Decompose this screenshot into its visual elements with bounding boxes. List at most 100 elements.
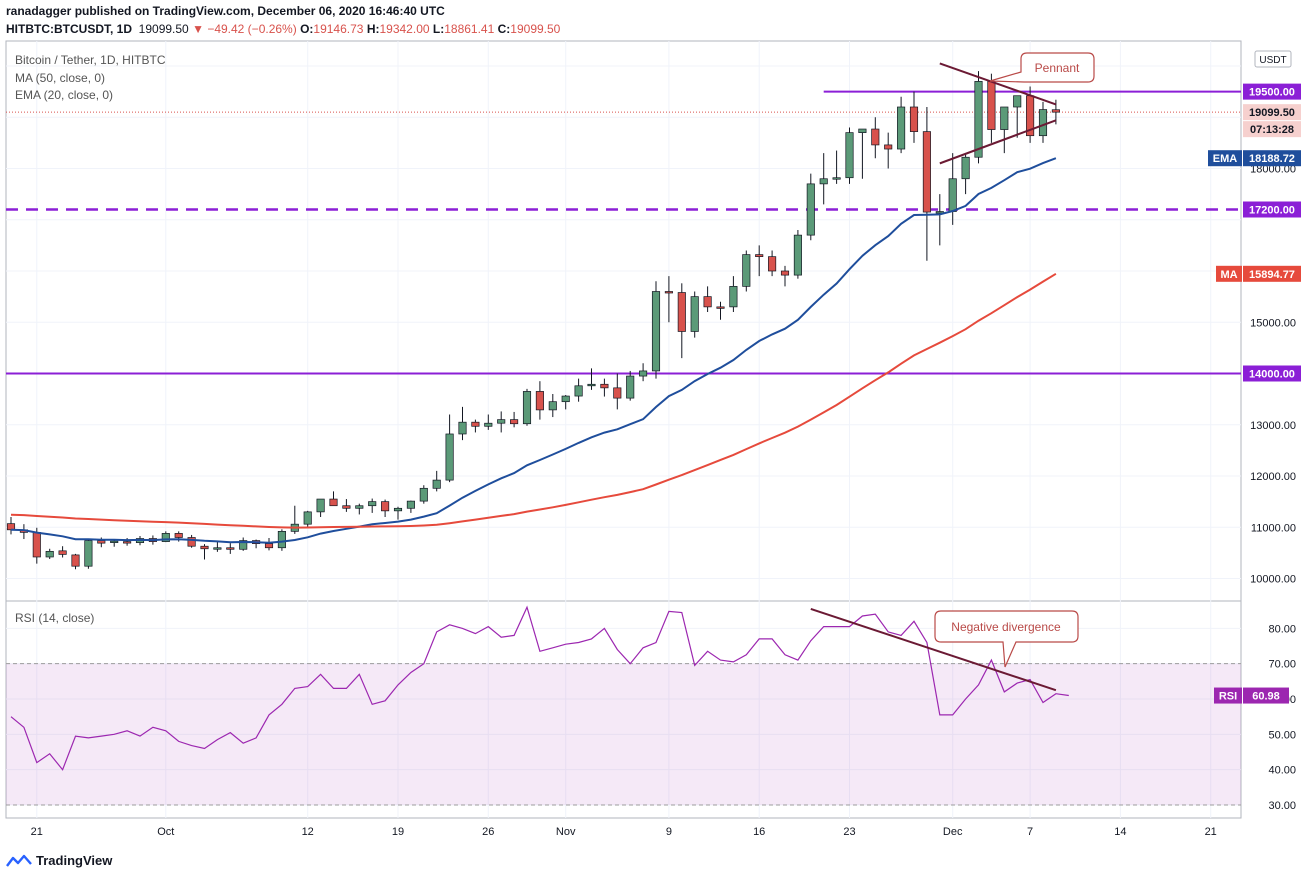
- rsi-name-tag: [1214, 687, 1242, 704]
- candle-body: [239, 540, 248, 550]
- candle-body: [909, 106, 919, 132]
- candle-body: [110, 540, 119, 543]
- level-value-tag: [1243, 365, 1301, 382]
- ma-value-tag: [1243, 265, 1301, 282]
- candle-body: [1038, 109, 1048, 137]
- candle-body: [45, 550, 54, 558]
- rsi-value-tag: [1243, 687, 1289, 704]
- ma-value-label: 15894.77: [1249, 269, 1295, 281]
- candle-body: [1000, 106, 1009, 130]
- time-tick-label: 16: [753, 826, 765, 838]
- level-value-tag: [1243, 83, 1301, 100]
- rsi-divergence-line: [810, 607, 1057, 692]
- time-tick-label: Nov: [556, 826, 576, 838]
- candle-body: [600, 383, 609, 389]
- candle-body: [690, 296, 699, 332]
- open-value: 19146.73: [313, 22, 364, 36]
- ma-name-label: MA: [1220, 269, 1237, 281]
- candle-body: [484, 422, 493, 427]
- close-value: 19099.50: [510, 22, 561, 36]
- rsi-line: [10, 605, 1069, 771]
- candle-body: [303, 511, 312, 525]
- time-tick-label: 26: [482, 826, 494, 838]
- candle-body: [213, 547, 222, 550]
- candle-body: [161, 533, 170, 542]
- candle-body: [626, 375, 635, 399]
- candle-body: [32, 532, 41, 558]
- candle-body: [845, 132, 854, 179]
- down-arrow-icon: ▼: [192, 22, 204, 36]
- candle-body: [819, 178, 828, 185]
- pennant-annotation: Pennant: [1035, 61, 1080, 75]
- countdown-label: 07:13:28: [1250, 124, 1294, 136]
- candle-body: [316, 498, 325, 513]
- symbol-label: HITBTC:BTCUSDT, 1D: [6, 22, 132, 36]
- rsi-name-label: RSI: [1219, 691, 1237, 703]
- ema-name-tag: [1208, 150, 1242, 167]
- candle-body: [793, 234, 802, 276]
- candle-body: [355, 505, 364, 509]
- candle-body: [729, 286, 738, 308]
- candle-body: [755, 254, 764, 258]
- candle-body: [884, 144, 893, 150]
- countdown-tag: [1243, 121, 1301, 138]
- candle-body: [432, 479, 441, 489]
- time-tick-label: 21: [31, 826, 43, 838]
- candle-body: [58, 550, 67, 555]
- candle-body: [510, 419, 519, 425]
- candle-body: [419, 487, 428, 502]
- candle-body: [381, 501, 390, 512]
- legend-title: Bitcoin / Tether, 1D, HITBTC: [15, 53, 166, 67]
- level-value-label: 19500.00: [1249, 87, 1295, 99]
- price-tick-label: 18000.00: [1250, 164, 1296, 176]
- ma-line: [10, 272, 1057, 529]
- candle-body: [987, 81, 996, 130]
- candle-body: [71, 554, 80, 567]
- candle-body: [84, 540, 93, 567]
- candle-body: [768, 256, 777, 272]
- rsi-tick-label: 40.00: [1268, 765, 1296, 777]
- currency-box: [1254, 50, 1292, 68]
- candle-body: [922, 131, 931, 213]
- time-tick-label: Dec: [943, 826, 963, 838]
- currency-label: USDT: [1259, 55, 1286, 66]
- level-value-label: 17200.00: [1249, 205, 1295, 217]
- candle-body: [174, 533, 183, 538]
- last-price: 19099.50: [138, 22, 189, 36]
- pennant-line: [939, 62, 1057, 106]
- level-value-label: 14000.00: [1249, 369, 1295, 381]
- rsi-value-label: 60.98: [1252, 691, 1280, 703]
- price-tick-label: 12000.00: [1250, 471, 1296, 483]
- candle-body: [561, 395, 570, 403]
- candle-body: [716, 306, 725, 309]
- candle-body: [858, 128, 867, 133]
- candle-body: [780, 270, 790, 276]
- time-tick-label: 19: [392, 826, 404, 838]
- candle-body: [548, 401, 557, 411]
- ohlc-line: HITBTC:BTCUSDT, 1D 19099.50 ▼ −49.42 (−0…: [6, 22, 561, 36]
- time-tick-label: 7: [1027, 826, 1033, 838]
- candle-body: [1051, 109, 1060, 113]
- rsi-tick-label: 80.00: [1268, 623, 1296, 635]
- candle-body: [574, 385, 583, 397]
- rsi-tick-label: 70.00: [1268, 659, 1296, 671]
- candle-body: [703, 296, 712, 308]
- time-tick-label: 23: [843, 826, 855, 838]
- candle-body: [961, 156, 970, 180]
- time-tick-label: 14: [1114, 826, 1126, 838]
- candle-body: [1013, 95, 1022, 108]
- time-tick-label: 9: [666, 826, 672, 838]
- candle-body: [123, 541, 132, 544]
- candle-body: [264, 543, 274, 549]
- price-tick-label: 15000.00: [1250, 317, 1296, 329]
- brand-label: TradingView: [36, 853, 113, 868]
- candle-body: [329, 498, 338, 507]
- tradingview-logo[interactable]: TradingView: [6, 853, 112, 868]
- time-tick-label: Oct: [157, 826, 174, 838]
- ma-name-tag: [1216, 265, 1242, 282]
- price-change: −49.42 (−0.26%): [207, 22, 297, 36]
- candle-body: [497, 419, 506, 424]
- candle-body: [948, 178, 957, 212]
- ema-value-tag: [1243, 150, 1301, 167]
